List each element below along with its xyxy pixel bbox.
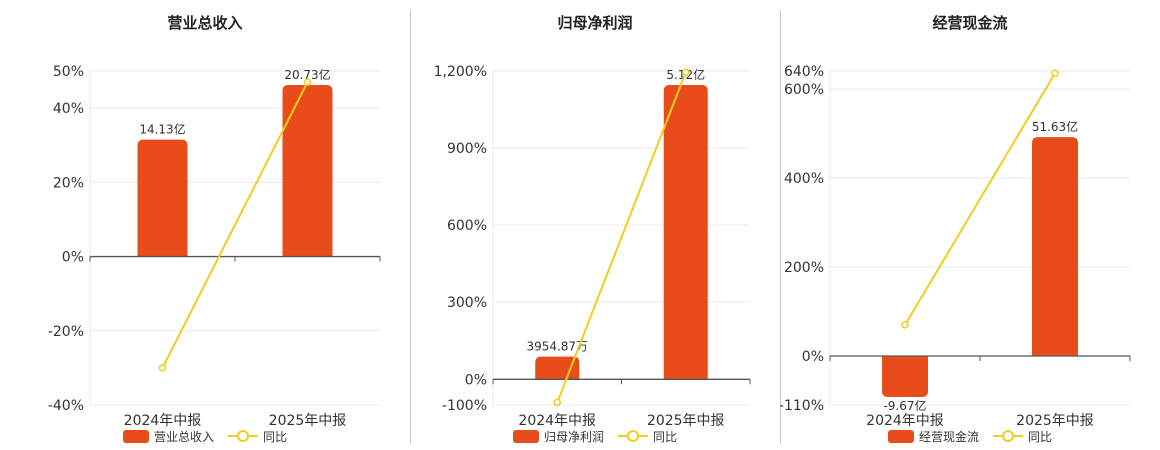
legend-bar-swatch: [512, 429, 539, 443]
x-tick-label: 2024年中报: [518, 413, 596, 429]
x-tick-label: 2025年中报: [1016, 413, 1094, 429]
yoy-line: [904, 72, 1056, 326]
yoy-point: [303, 78, 312, 86]
legend-line-swatch: [993, 429, 1023, 443]
y-tick-label: -100%: [442, 398, 487, 414]
x-tick-label: 2024年中报: [124, 413, 202, 429]
bar: [535, 356, 580, 380]
x-tick-label: 2025年中报: [647, 413, 725, 429]
yoy-line: [161, 81, 309, 369]
y-tick-label: 200%: [784, 260, 824, 276]
legend-line-swatch: [618, 429, 648, 443]
chart-title: 营业总收入: [167, 14, 243, 32]
legend-bar-label: 归母净利润: [543, 429, 604, 444]
y-tick-label: 600%: [784, 82, 824, 98]
y-tick-label: 640%: [784, 64, 824, 80]
chart-legend: 经营现金流 同比: [780, 428, 1160, 444]
chart-legend: 营业总收入 同比: [0, 428, 410, 444]
operating-cash-flow-chart: 640% 600% 400% 200% 0% -110% -9.67亿 51.63亿 2024年…: [780, 64, 1131, 429]
yoy-line: [556, 71, 687, 403]
y-tick-label: 900%: [447, 141, 487, 157]
net-profit-chart-panel: 归母净利润 1,200%900%600%300%0%-100%3954.87万5…: [410, 0, 780, 450]
bar-data-label: 51.63亿: [1032, 119, 1078, 134]
y-tick-label: 0%: [465, 372, 487, 388]
bar-data-label: 14.13亿: [139, 122, 185, 137]
panel-divider: [410, 10, 411, 444]
chart-title: 经营现金流: [932, 14, 1008, 32]
legend-line-label: 同比: [653, 429, 678, 444]
y-tick-label: -20%: [48, 324, 84, 340]
yoy-point: [158, 364, 167, 372]
yoy-point: [901, 321, 909, 329]
bar: [137, 139, 188, 257]
bar-data-label: 20.73亿: [284, 67, 330, 82]
chart-legend: 归母净利润 同比: [410, 428, 780, 444]
yoy-point: [1051, 69, 1059, 77]
bar: [663, 85, 708, 380]
y-tick-label: 50%: [53, 64, 84, 80]
yoy-point: [553, 398, 561, 407]
y-tick-label: 0%: [62, 250, 84, 266]
revenue-chart: 50% 40% 20% 0% -20% -40% 14.13亿 20.73亿 2024年中报 20…: [48, 64, 381, 429]
legend-line-label: 同比: [1028, 429, 1053, 444]
bar: [882, 356, 928, 397]
y-tick-label: 600%: [447, 218, 487, 234]
y-tick-label: 20%: [53, 175, 84, 191]
yoy-point: [682, 68, 690, 77]
legend-line-label: 同比: [263, 429, 288, 444]
bar: [282, 85, 333, 257]
x-tick-label: 2025年中报: [269, 413, 347, 429]
y-tick-label: 40%: [53, 101, 84, 117]
chart-title: 归母净利润: [557, 14, 633, 32]
y-tick-label: 0%: [802, 349, 824, 365]
legend-bar-label: 营业总收入: [153, 429, 214, 444]
y-tick-label: 400%: [784, 171, 824, 187]
bar-data-label: -9.67亿: [883, 398, 926, 413]
revenue-chart-panel: 营业总收入 50% 40% 20% 0% -20% -40% 14.13亿 20.73亿 202…: [0, 0, 410, 450]
operating-cash-flow-chart-panel: 经营现金流 640% 600% 400% 200% 0% -110% -9.67亿 51.63…: [780, 0, 1160, 450]
legend-line-swatch: [228, 429, 258, 443]
y-tick-label: 1,200%: [434, 64, 487, 80]
legend-bar-label: 经营现金流: [918, 429, 979, 444]
bar: [1032, 137, 1078, 357]
net-profit-chart: 1,200%900%600%300%0%-100%3954.87万5.12亿20…: [434, 64, 751, 429]
y-tick-label: -40%: [48, 398, 84, 414]
y-tick-label: -110%: [780, 398, 824, 414]
bar-data-label: 3954.87万: [526, 340, 588, 354]
y-tick-label: 300%: [447, 295, 487, 311]
panel-divider: [780, 10, 781, 444]
legend-bar-swatch: [887, 429, 914, 443]
x-tick-label: 2024年中报: [866, 413, 944, 429]
legend-bar-swatch: [122, 429, 149, 443]
